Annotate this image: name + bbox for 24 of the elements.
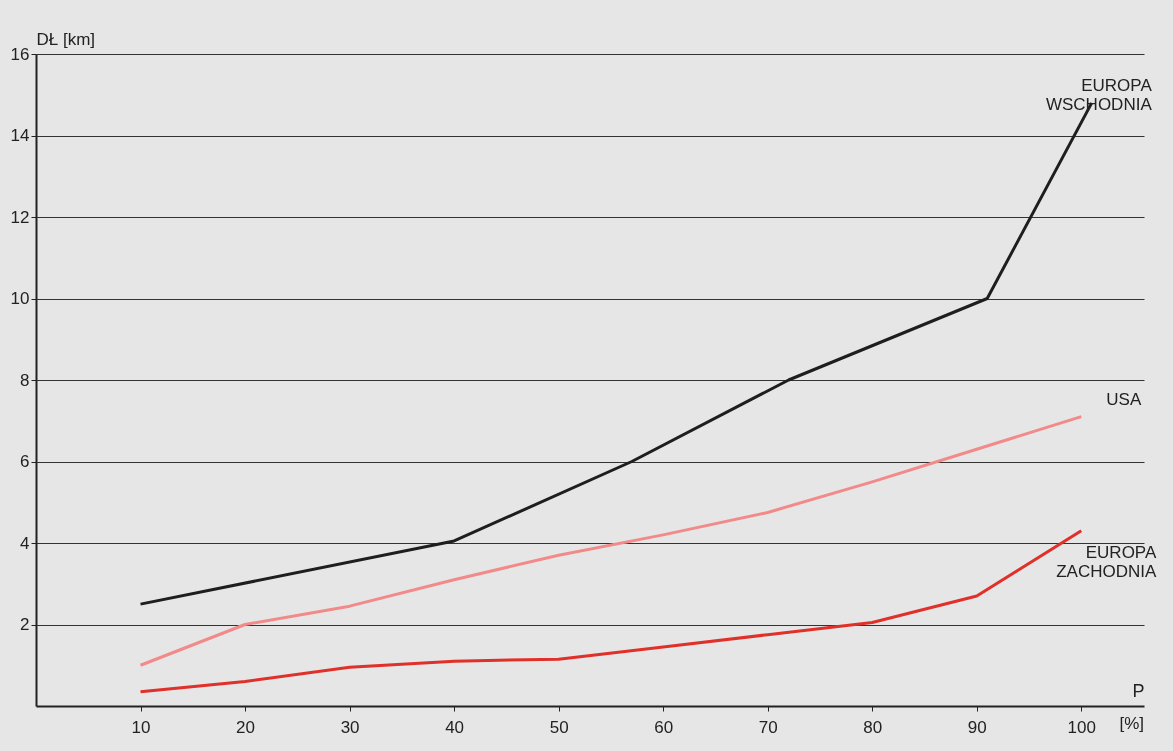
y-tick-label: 14 bbox=[10, 126, 30, 145]
y-tick-label: 12 bbox=[10, 207, 30, 227]
x-tick-label: 10 bbox=[131, 717, 151, 737]
text: [%] bbox=[1119, 714, 1144, 733]
x-tick-label: 20 bbox=[236, 717, 256, 737]
x-tick-label: 80 bbox=[863, 717, 883, 737]
series-label: USA bbox=[1106, 389, 1142, 409]
x-tick-label: 40 bbox=[445, 717, 465, 737]
y-tick-label: 6 bbox=[20, 452, 30, 471]
series-label: EUROPA WSCHODNIA bbox=[1045, 75, 1153, 114]
x-tick-label: 60 bbox=[654, 717, 674, 737]
y-tick-label: 16 bbox=[10, 44, 30, 64]
x-tick-label: 90 bbox=[967, 717, 987, 737]
y-tick-label: 8 bbox=[20, 370, 30, 390]
y-tick-label: 4 bbox=[20, 533, 30, 553]
x-tick-label: 30 bbox=[340, 717, 360, 737]
y-tick-label: 2 bbox=[20, 615, 30, 634]
y-axis-title: DŁ [km] bbox=[36, 29, 96, 49]
x-tick-label: 70 bbox=[758, 717, 778, 737]
y-tick-label: 10 bbox=[10, 289, 30, 308]
x-tick-label: 50 bbox=[549, 717, 569, 737]
x-axis-title: P bbox=[1132, 680, 1145, 701]
x-tick-label: 100 bbox=[1067, 717, 1096, 737]
series-label: EUROPA ZACHODNIA bbox=[1056, 542, 1157, 581]
